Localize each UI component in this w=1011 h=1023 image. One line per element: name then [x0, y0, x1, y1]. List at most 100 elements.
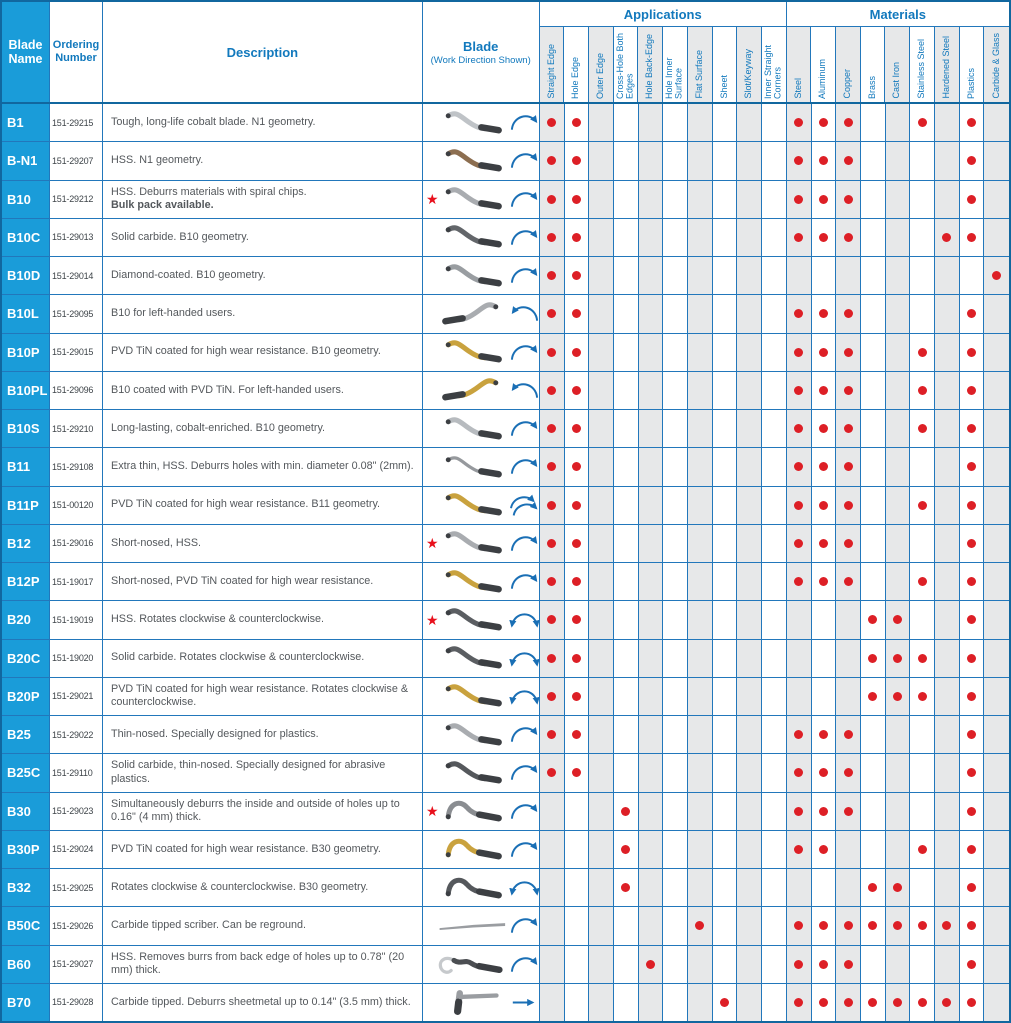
indicator-dot	[547, 156, 557, 166]
material-cell	[885, 218, 911, 256]
material-cell	[861, 945, 886, 983]
material-cell	[934, 295, 960, 333]
application-cell	[638, 983, 664, 1021]
application-column-header: Flat Surface	[687, 27, 713, 102]
application-cell	[589, 142, 614, 180]
table-row: B70 151-29028 Carbide tipped. Deburrs shee…	[2, 983, 1009, 1021]
application-column-label: Slot/Keyway	[743, 49, 754, 99]
indicator-dot	[547, 309, 557, 319]
material-cell	[836, 142, 861, 180]
material-cell	[812, 180, 837, 218]
blade-illustration	[445, 800, 502, 822]
indicator-dot	[843, 730, 853, 740]
material-cell	[786, 716, 812, 754]
application-cell	[688, 448, 713, 486]
material-column-label: Plastics	[965, 67, 976, 99]
application-cell	[737, 869, 763, 907]
application-cell	[589, 180, 614, 218]
description-text: Simultaneously deburrs the inside and ou…	[111, 797, 400, 824]
material-column-header: Steel	[786, 27, 812, 102]
material-cell	[861, 792, 886, 830]
applications-group-title: Applications	[539, 2, 787, 27]
ordering-number-cell: 151-29210	[50, 410, 103, 448]
material-cell	[861, 371, 886, 409]
application-cell	[638, 371, 664, 409]
table-row: B10C 151-29013 Solid carbide. B10 geometry…	[2, 218, 1009, 257]
indicator-dot	[966, 883, 976, 893]
ordering-number-cell: 151-29212	[50, 180, 103, 218]
description-cell: Solid carbide, thin-nosed. Specially des…	[103, 754, 423, 792]
application-cell	[565, 945, 590, 983]
indicator-dot	[892, 921, 902, 931]
material-cell	[885, 448, 911, 486]
indicator-dot	[547, 347, 557, 357]
material-cell	[910, 371, 935, 409]
indicator-dot	[843, 309, 853, 319]
indicator-dot	[892, 691, 902, 701]
application-cell	[688, 983, 713, 1021]
indicator-dot	[818, 156, 828, 166]
indicator-dot	[966, 194, 976, 204]
material-cell	[934, 754, 960, 792]
description-text: Extra thin, HSS. Deburrs holes with min.…	[111, 460, 414, 473]
material-cell	[960, 104, 985, 142]
indicator-dot	[794, 462, 804, 472]
material-cell	[885, 486, 911, 524]
ordering-number-cell: 151-29024	[50, 830, 103, 868]
ordering-number-cell: 151-29096	[50, 371, 103, 409]
material-cell	[861, 830, 886, 868]
material-cell	[812, 218, 837, 256]
ordering-number-cell: 151-19019	[50, 601, 103, 639]
material-column-label: Carbide & Glass	[990, 33, 1001, 99]
material-cell	[934, 983, 960, 1021]
indicator-dot	[966, 806, 976, 816]
material-column-label: Copper	[842, 69, 853, 99]
material-cell	[836, 983, 861, 1021]
indicator-dot	[818, 118, 828, 128]
blade-image-cell	[423, 371, 540, 409]
material-cell	[786, 333, 812, 371]
description-cell: Short-nosed, PVD TiN coated for high wea…	[103, 563, 423, 601]
blade-name-cell: B20C	[2, 639, 50, 677]
material-cell	[960, 371, 985, 409]
material-cell	[786, 869, 812, 907]
application-cell	[737, 716, 763, 754]
application-cell	[638, 830, 664, 868]
application-cell	[589, 945, 614, 983]
indicator-dot	[843, 156, 853, 166]
table-row: B10PL 151-29096 B10 coated with PVD TiN. F…	[2, 371, 1009, 410]
blade-name-column-header: Blade Name	[2, 2, 50, 102]
material-cell	[836, 104, 861, 142]
indicator-dot	[818, 844, 828, 854]
blade-name-cell: B11	[2, 448, 50, 486]
indicator-dot	[942, 232, 952, 242]
bulk-star-icon: ★	[425, 803, 439, 820]
material-cell	[910, 869, 935, 907]
application-column-label: Hole Inner Surface	[664, 57, 684, 99]
application-cell	[737, 486, 763, 524]
work-direction-arrow	[510, 115, 538, 130]
description-cell: PVD TiN coated for high wear resistance.…	[103, 486, 423, 524]
blade-image-cell	[423, 333, 540, 371]
application-cell	[663, 983, 689, 1021]
material-cell	[960, 333, 985, 371]
application-cell	[614, 142, 639, 180]
material-cell	[836, 792, 861, 830]
indicator-dot	[917, 118, 927, 128]
material-cell	[934, 142, 960, 180]
material-cell	[910, 754, 935, 792]
material-cell	[861, 869, 886, 907]
material-cell	[960, 295, 985, 333]
work-direction-arrow	[509, 613, 540, 628]
description-cell: HSS. Deburrs materials with spiral chips…	[103, 180, 423, 218]
material-cell	[934, 869, 960, 907]
description-text: PVD TiN coated for high wear resistance.…	[111, 842, 381, 855]
description-text: Thin-nosed. Specially designed for plast…	[111, 727, 319, 740]
indicator-dot	[966, 118, 976, 128]
indicator-dot	[818, 232, 828, 242]
material-cell	[885, 142, 911, 180]
application-cell	[614, 983, 639, 1021]
application-cell	[737, 371, 763, 409]
application-cell	[663, 371, 689, 409]
description-cell: Simultaneously deburrs the inside and ou…	[103, 792, 423, 830]
